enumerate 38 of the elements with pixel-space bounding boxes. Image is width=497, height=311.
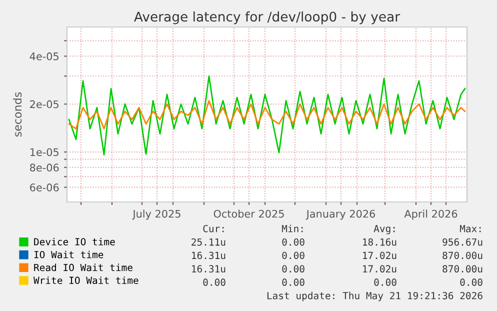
x-tick-label: April 2026 [404, 210, 458, 220]
text: 18.16u [363, 238, 396, 246]
chart-title: Average latency for /dev/loop0 - by year [134, 11, 400, 24]
x-tick-label: October 2025 [214, 210, 284, 218]
text: 0.00 [203, 278, 226, 286]
text: 0.00 [374, 278, 396, 286]
x-tick-label: January 2026 [306, 210, 375, 220]
text: Max: [460, 225, 481, 232]
text: 0.00 [282, 252, 304, 260]
text: 0.00 [282, 265, 304, 273]
y-tick-label: 1e-05 [30, 148, 58, 156]
text: Min: [282, 224, 303, 232]
y-tick-label: 2e-05 [30, 100, 58, 108]
text: Last update: Thu May 21 19:21:36 2026 [267, 292, 482, 302]
text: 0.00 [460, 278, 482, 286]
line-series [68, 100, 466, 130]
legend-label: Device IO time [34, 238, 115, 246]
y-axis-title: seconds [13, 92, 22, 137]
text: 17.02u [363, 265, 396, 273]
line-series [68, 75, 466, 156]
text: 0.00 [282, 278, 304, 286]
y-tick-label: 4e-05 [30, 52, 58, 60]
text: 16.31u [192, 252, 226, 260]
text: 956.67u [442, 238, 482, 246]
text: Avg: [374, 225, 395, 234]
legend-label: Read IO Wait time [34, 264, 132, 272]
y-tick-label: 6e-06 [30, 184, 59, 192]
text: 870.00u [442, 265, 482, 273]
y-tick-label: 8e-06 [30, 164, 59, 172]
text: 17.02u [363, 252, 396, 260]
text: 16.31u [192, 265, 226, 273]
text: 25.11u [192, 238, 226, 246]
text: 870.00u [442, 252, 482, 260]
text: 0.00 [282, 238, 304, 246]
legend-label: Write IO Wait time [33, 276, 138, 284]
x-tick-label: July 2025 [132, 210, 180, 220]
legend-label: IO Wait time [34, 250, 104, 258]
text: Cur: [203, 224, 224, 232]
